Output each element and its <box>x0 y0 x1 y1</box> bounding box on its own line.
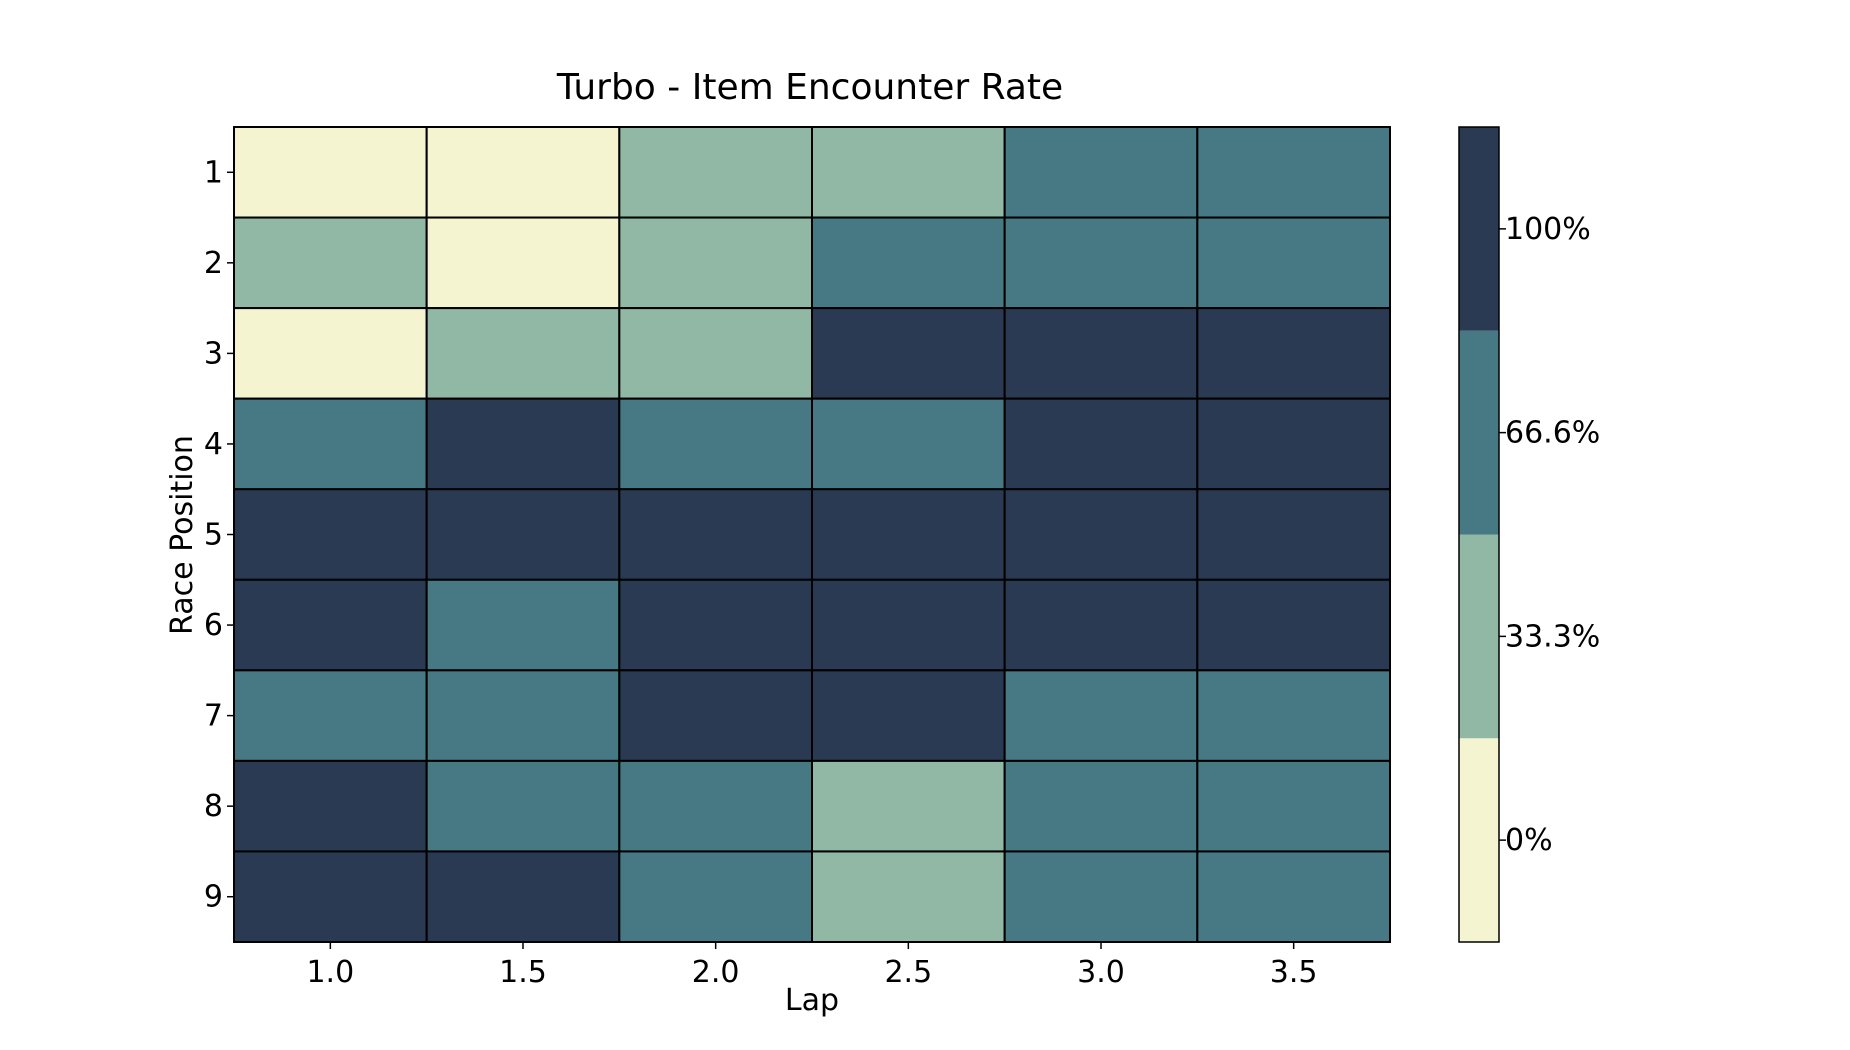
heatmap-cell <box>1003 488 1199 581</box>
heatmap-cell <box>618 488 813 581</box>
y-tick-label: 2 <box>204 246 223 281</box>
x-tick-label: 1.0 <box>306 955 354 990</box>
heatmap-cell <box>425 397 621 491</box>
heatmap-cell <box>618 307 813 400</box>
heatmap-cell <box>811 216 1006 310</box>
colorbar-tick-label: 33.3% <box>1505 619 1600 654</box>
heatmap-cell <box>618 759 813 853</box>
heatmap-cell <box>233 578 428 672</box>
heatmap-cell <box>1196 759 1392 853</box>
heatmap-cell <box>811 397 1006 491</box>
heatmap-cell <box>618 216 813 310</box>
x-tick-label: 3.0 <box>1077 955 1125 990</box>
heatmap-cell <box>811 488 1006 581</box>
heatmap-cell <box>618 669 813 762</box>
colorbar-band <box>1459 738 1499 942</box>
heatmap-cells <box>233 126 1392 944</box>
colorbar-frame <box>1458 126 1500 943</box>
y-tick-label: 7 <box>204 699 223 734</box>
heatmap-cell <box>233 669 428 762</box>
heatmap-cell <box>425 216 621 310</box>
y-axis-ticks: 1 2 3 4 5 6 7 8 9 <box>204 155 234 915</box>
heatmap-cell <box>233 216 428 310</box>
heatmap-cell <box>618 850 813 944</box>
colorbar-band <box>1459 127 1499 331</box>
heatmap-cell <box>233 488 428 581</box>
x-tick-label: 1.5 <box>499 955 547 990</box>
heatmap-cell <box>1003 126 1199 219</box>
heatmap-cell <box>1003 669 1199 762</box>
heatmap-cell <box>811 307 1006 400</box>
heatmap-cell <box>618 578 813 672</box>
y-tick-label: 9 <box>204 880 223 915</box>
heatmap-cell <box>233 397 428 491</box>
x-tick-label: 2.5 <box>884 955 932 990</box>
colorbar-tick-label: 100% <box>1505 212 1591 247</box>
heatmap-cell <box>425 669 621 762</box>
heatmap-cell <box>811 669 1006 762</box>
colorbar-tick-label: 66.6% <box>1505 416 1600 451</box>
heatmap-cell <box>1003 850 1199 944</box>
heatmap-cell <box>811 578 1006 672</box>
heatmap-cell <box>1003 759 1199 853</box>
heatmap-cell <box>425 759 621 853</box>
heatmap-cell <box>1196 669 1392 762</box>
colorbar-tick-label: 0% <box>1505 823 1553 858</box>
chart-title: Turbo - Item Encounter Rate <box>556 67 1063 108</box>
x-tick-label: 2.0 <box>692 955 740 990</box>
x-tick-label: 3.5 <box>1270 955 1318 990</box>
y-tick-label: 8 <box>204 789 223 824</box>
x-axis-ticks: 1.0 1.5 2.0 2.5 3.0 3.5 <box>306 942 1318 990</box>
heatmap-cell <box>1196 307 1392 400</box>
heatmap-cell <box>1196 216 1392 310</box>
heatmap-cell <box>811 126 1006 219</box>
heatmap-cell <box>233 850 428 944</box>
heatmap-cell <box>618 126 813 219</box>
heatmap-cell <box>425 126 621 219</box>
colorbar-band <box>1459 534 1499 739</box>
y-axis-label: Race Position <box>165 435 200 635</box>
heatmap-cell <box>233 759 428 853</box>
y-tick-label: 3 <box>204 336 223 371</box>
heatmap-cell <box>1003 216 1199 310</box>
heatmap-cell <box>1003 307 1199 400</box>
heatmap-cell <box>425 307 621 400</box>
y-tick-label: 1 <box>204 155 223 190</box>
heatmap-cell <box>811 759 1006 853</box>
y-tick-label: 4 <box>204 427 223 462</box>
colorbar: 0% 33.3% 66.6% 100% <box>1458 126 1600 943</box>
x-axis-label: Lap <box>785 983 839 1018</box>
heatmap-cell <box>618 397 813 491</box>
heatmap-cell <box>1196 488 1392 581</box>
heatmap-cell <box>425 488 621 581</box>
heatmap-cell <box>811 850 1006 944</box>
heatmap-cell <box>233 126 428 219</box>
heatmap-cell <box>1196 850 1392 944</box>
heatmap-cell <box>1003 397 1199 491</box>
heatmap-cell <box>1196 578 1392 672</box>
heatmap-cell <box>425 850 621 944</box>
heatmap-cell <box>233 307 428 400</box>
heatmap-cell <box>425 578 621 672</box>
y-tick-label: 5 <box>204 518 223 553</box>
colorbar-band <box>1459 330 1499 535</box>
heatmap-cell <box>1196 126 1392 219</box>
heatmap-cell <box>1003 578 1199 672</box>
heatmap-cell <box>1196 397 1392 491</box>
y-tick-label: 6 <box>204 608 223 643</box>
